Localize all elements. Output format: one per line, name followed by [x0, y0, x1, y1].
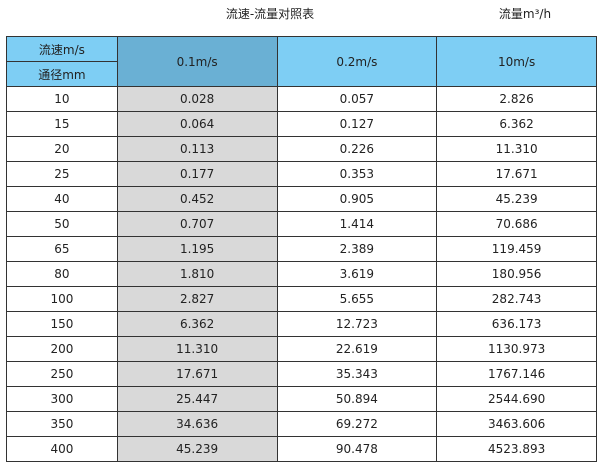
table-row: 40 0.452 0.905 45.239 [6, 186, 597, 212]
flow-cell: 2.826 [436, 86, 597, 112]
flow-cell: 0.353 [276, 161, 438, 187]
header-speed: 0.2m/s [276, 36, 438, 87]
flow-cell: 22.619 [276, 336, 438, 362]
header-row: 通径mm [6, 61, 597, 87]
flow-cell: 0.064 [116, 111, 278, 137]
flow-cell: 2.389 [276, 236, 438, 262]
flow-cell: 50.894 [276, 386, 438, 412]
table-row: 15 0.064 0.127 6.362 [6, 111, 597, 137]
flow-cell: 180.956 [436, 261, 597, 287]
flow-cell: 1767.146 [436, 361, 597, 387]
flow-cell: 119.459 [436, 236, 597, 262]
header-speed: 0.1m/s [116, 36, 278, 87]
flow-cell: 0.452 [116, 186, 278, 212]
flow-cell: 11.310 [116, 336, 278, 362]
diameter-cell: 25 [6, 161, 118, 187]
flow-cell: 17.671 [116, 361, 278, 387]
flow-cell: 4523.893 [436, 436, 597, 462]
diameter-label: 通径mm [6, 61, 118, 87]
table-row: 25 0.177 0.353 17.671 [6, 161, 597, 187]
flow-cell: 70.686 [436, 211, 597, 237]
header-row: 流速m/s 0.1m/s 0.2m/s 10m/s [6, 36, 597, 87]
diameter-cell: 10 [6, 86, 118, 112]
diameter-cell: 40 [6, 186, 118, 212]
diameter-cell: 100 [6, 286, 118, 312]
flow-cell: 0.905 [276, 186, 438, 212]
diameter-cell: 400 [6, 436, 118, 462]
flow-cell: 282.743 [436, 286, 597, 312]
flow-cell: 12.723 [276, 311, 438, 337]
flow-cell: 90.478 [276, 436, 438, 462]
flow-cell: 45.239 [436, 186, 597, 212]
flow-table: 流速m/s 0.1m/s 0.2m/s 10m/s 通径mm 10 0.028 0.… [6, 36, 597, 462]
flow-cell: 45.239 [116, 436, 278, 462]
table-row: 150 6.362 12.723 636.173 [6, 311, 597, 337]
flow-cell: 6.362 [436, 111, 597, 137]
unit-label: 流量m³/h [498, 7, 552, 21]
diameter-cell: 80 [6, 261, 118, 287]
flow-cell: 6.362 [116, 311, 278, 337]
table-row: 65 1.195 2.389 119.459 [6, 236, 597, 262]
flow-cell: 1.810 [116, 261, 278, 287]
flow-cell: 0.028 [116, 86, 278, 112]
diameter-cell: 50 [6, 211, 118, 237]
flow-cell: 5.655 [276, 286, 438, 312]
speed-label: 流速m/s [6, 36, 118, 62]
table-row: 400 45.239 90.478 4523.893 [6, 436, 597, 462]
flow-cell: 1130.973 [436, 336, 597, 362]
flow-cell: 0.177 [116, 161, 278, 187]
header-speed: 10m/s [436, 36, 597, 87]
flow-cell: 0.226 [276, 136, 438, 162]
table-row: 10 0.028 0.057 2.826 [6, 86, 597, 112]
table-row: 80 1.810 3.619 180.956 [6, 261, 597, 287]
flow-cell: 0.707 [116, 211, 278, 237]
flow-cell: 0.057 [276, 86, 438, 112]
table-row: 350 34.636 69.272 3463.606 [6, 411, 597, 437]
flow-cell: 636.173 [436, 311, 597, 337]
diameter-cell: 15 [6, 111, 118, 137]
table-row: 100 2.827 5.655 282.743 [6, 286, 597, 312]
diameter-cell: 250 [6, 361, 118, 387]
diameter-cell: 300 [6, 386, 118, 412]
diameter-cell: 350 [6, 411, 118, 437]
flow-cell: 2544.690 [436, 386, 597, 412]
flow-cell: 35.343 [276, 361, 438, 387]
table-row: 300 25.447 50.894 2544.690 [6, 386, 597, 412]
diameter-cell: 20 [6, 136, 118, 162]
flow-cell: 0.113 [116, 136, 278, 162]
flow-cell: 1.195 [116, 236, 278, 262]
flow-cell: 3463.606 [436, 411, 597, 437]
flow-cell: 34.636 [116, 411, 278, 437]
flow-cell: 1.414 [276, 211, 438, 237]
diameter-cell: 200 [6, 336, 118, 362]
diameter-cell: 150 [6, 311, 118, 337]
flow-cell: 69.272 [276, 411, 438, 437]
flow-cell: 0.127 [276, 111, 438, 137]
flow-cell: 17.671 [436, 161, 597, 187]
table-row: 200 11.310 22.619 1130.973 [6, 336, 597, 362]
flow-cell: 3.619 [276, 261, 438, 287]
diameter-cell: 65 [6, 236, 118, 262]
flow-cell: 11.310 [436, 136, 597, 162]
table-row: 250 17.671 35.343 1767.146 [6, 361, 597, 387]
table-row: 20 0.113 0.226 11.310 [6, 136, 597, 162]
table-row: 50 0.707 1.414 70.686 [6, 211, 597, 237]
table-title: 流速-流量对照表 [225, 7, 315, 21]
flow-cell: 25.447 [116, 386, 278, 412]
flow-cell: 2.827 [116, 286, 278, 312]
